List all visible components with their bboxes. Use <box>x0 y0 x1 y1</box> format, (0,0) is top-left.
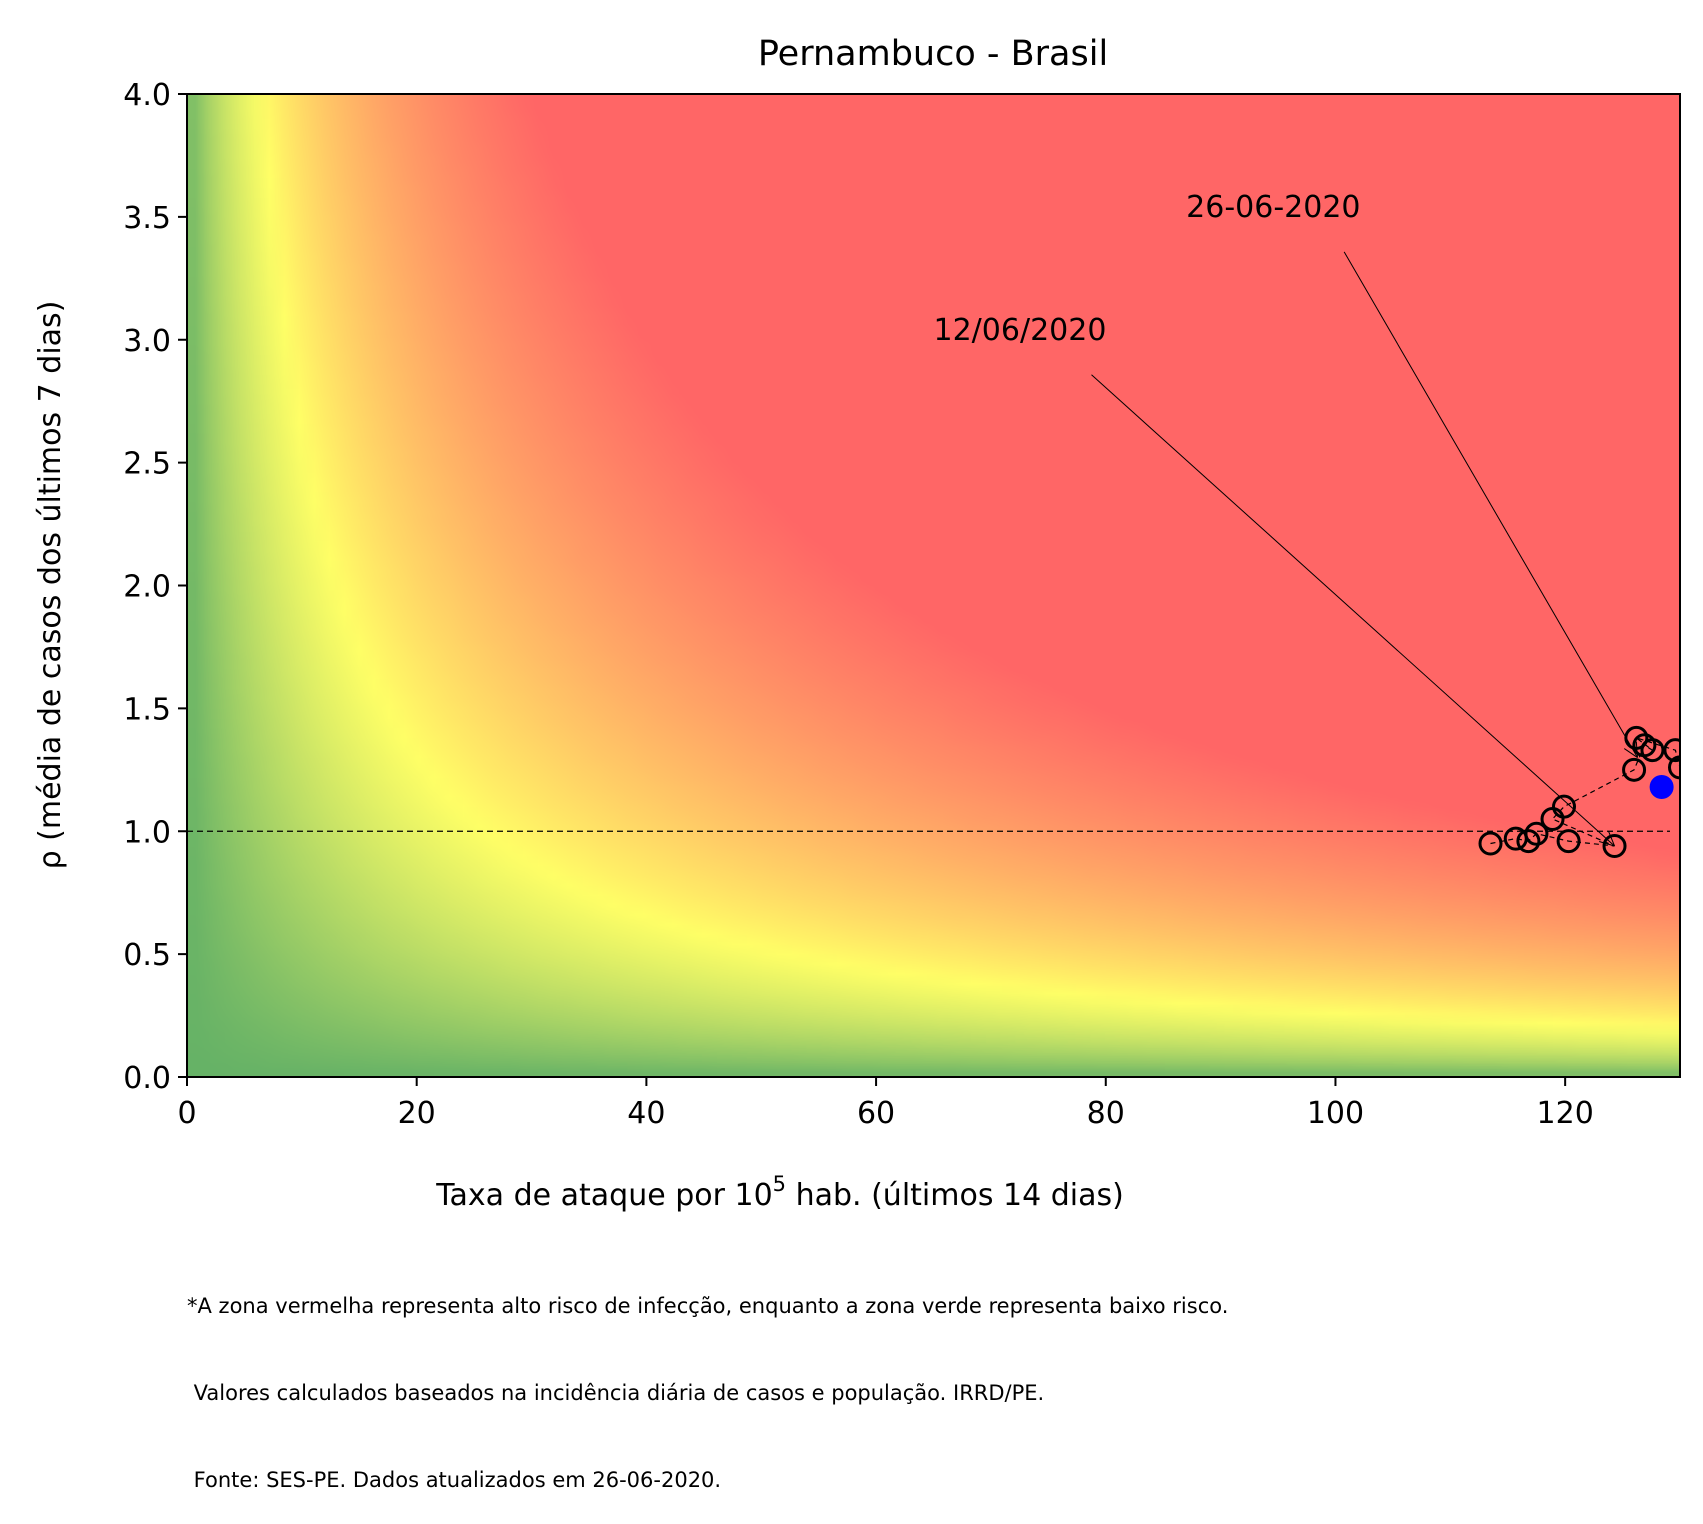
annotation-label: 12/06/2020 <box>934 313 1107 348</box>
x-axis-label-base: Taxa de ataque por 10 <box>435 1178 772 1213</box>
caption-line-3: Fonte: SES-PE. Dados atualizados em 26-0… <box>187 1468 722 1492</box>
y-tick-label: 0.5 <box>123 938 171 973</box>
x-tick-label: 0 <box>177 1096 196 1131</box>
y-tick-label: 1.5 <box>123 692 171 727</box>
data-point <box>1556 829 1581 854</box>
annotation-arrowhead <box>1608 830 1616 847</box>
heatmap-image <box>187 94 1680 1077</box>
x-tick-label: 120 <box>1537 1096 1594 1131</box>
risk-heatmap <box>187 94 1680 1077</box>
y-tick-label: 2.0 <box>123 570 171 605</box>
chart-title: Pernambuco - Brasil <box>758 34 1108 74</box>
x-tick-label: 100 <box>1307 1096 1364 1131</box>
footnote-caption: *A zona vermelha representa alto risco d… <box>187 1234 1687 1524</box>
risk-chart: Pernambuco - Brasil 12/06/2020 26-06-2020… <box>33 34 1681 1213</box>
data-point <box>1668 755 1680 780</box>
data-point <box>1552 794 1577 819</box>
data-point <box>1602 833 1627 858</box>
x-axis-label-rest: hab. (últimos 14 dias) <box>786 1178 1124 1213</box>
caption-line-2: Valores calculados baseados na incidênci… <box>187 1381 1045 1405</box>
x-tick-label: 20 <box>398 1096 436 1131</box>
x-tick-label: 80 <box>1087 1096 1125 1131</box>
x-tick-label: 60 <box>857 1096 895 1131</box>
annotation-arrowhead <box>1635 741 1639 758</box>
annotation-label: 26-06-2020 <box>1186 190 1360 225</box>
x-axis-label-sup: 5 <box>773 1172 786 1196</box>
annotation-arrowhead <box>1599 841 1615 847</box>
x-axis-ticks: 0 20 40 60 80 100 120 <box>177 1077 1594 1131</box>
y-tick-label: 4.0 <box>123 78 171 113</box>
data-point <box>1516 829 1541 854</box>
y-axis-ticks: 0.0 0.5 1.0 1.5 2.0 2.5 3.0 3.5 4.0 <box>123 78 187 1096</box>
data-point <box>1663 738 1680 763</box>
y-tick-label: 3.0 <box>123 324 171 359</box>
data-points-layer <box>1478 725 1680 858</box>
x-tick-label: 40 <box>627 1096 665 1131</box>
annotation-arrow <box>1091 374 1615 847</box>
annotation-arrowhead <box>1623 748 1638 758</box>
data-point <box>1640 738 1665 763</box>
annotations-layer: 12/06/2020 26-06-2020 <box>934 190 1639 847</box>
data-point <box>1524 821 1549 846</box>
y-axis-label: ρ (média de casos dos últimos 7 dias) <box>33 301 68 870</box>
data-point <box>1622 757 1647 782</box>
caption-line-1: *A zona vermelha representa alto risco d… <box>187 1294 1229 1318</box>
y-tick-label: 1.0 <box>123 815 171 850</box>
x-axis-label: Taxa de ataque por 105 hab. (últimos 14 … <box>435 1172 1124 1213</box>
y-tick-label: 3.5 <box>123 201 171 236</box>
annotation-arrow <box>1343 251 1638 758</box>
y-tick-label: 0.0 <box>123 1061 171 1096</box>
y-tick-label: 2.5 <box>123 447 171 482</box>
current-point <box>1649 775 1674 800</box>
data-point <box>1478 831 1503 856</box>
